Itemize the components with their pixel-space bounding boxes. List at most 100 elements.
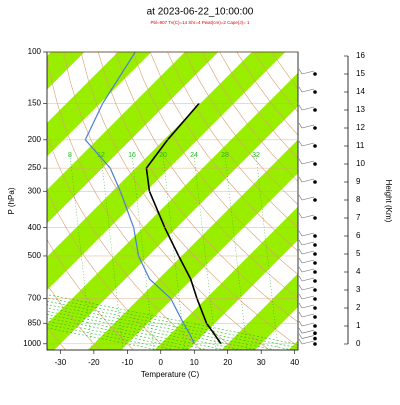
- wind-barb-flag: [299, 213, 302, 218]
- x-tick-label: 20: [223, 358, 232, 367]
- wind-barb: [302, 125, 314, 128]
- wind-barb: [302, 287, 314, 290]
- wind-barb: [302, 278, 314, 281]
- wind-barb-flag: [299, 312, 302, 317]
- y-tick-label: 200: [28, 135, 42, 144]
- y-tick-label: 1000: [23, 339, 41, 348]
- wind-barb: [302, 305, 314, 308]
- wind-barb: [302, 336, 314, 339]
- y-tick-label: 300: [28, 186, 42, 195]
- y2-tick-label: 15: [356, 69, 365, 78]
- wind-barb: [302, 107, 314, 110]
- wind-barb: [302, 314, 314, 317]
- wind-level-dot: [313, 288, 317, 292]
- y-tick-label: 250: [28, 163, 42, 172]
- x-tick-label: 40: [290, 358, 299, 367]
- wind-level-dot: [313, 162, 317, 166]
- x-tick-label: -20: [88, 358, 100, 367]
- wind-barb: [302, 242, 314, 245]
- y2-axis-label: Height (Km): [384, 180, 393, 223]
- wind-level-dot: [313, 144, 317, 148]
- mixing-ratio-label: 20: [159, 152, 167, 159]
- wind-barb: [302, 251, 314, 254]
- wind-barb-flag: [299, 294, 302, 299]
- wind-level-dot: [313, 331, 317, 335]
- wind-level-dot: [313, 297, 317, 301]
- y-tick-label: 400: [28, 223, 42, 232]
- wind-barb-flag: [299, 177, 302, 182]
- wind-barb: [302, 341, 314, 344]
- wind-barb: [302, 269, 314, 272]
- x-axis-label: Temperature (C): [141, 370, 200, 379]
- x-tick-label: 0: [159, 358, 164, 367]
- wind-barb: [302, 161, 314, 164]
- isotherm-band: [288, 52, 400, 350]
- y2-tick-label: 16: [356, 51, 365, 60]
- y2-tick-label: 9: [356, 177, 361, 186]
- wind-barb: [302, 71, 314, 74]
- wind-barb: [302, 89, 314, 92]
- y-axis-label: P (hPa): [7, 187, 16, 214]
- wind-barb-flag: [299, 123, 302, 128]
- wind-level-dot: [313, 108, 317, 112]
- wind-barb-flag: [299, 258, 302, 263]
- wind-barb-flag: [299, 69, 302, 74]
- y2-tick-label: 13: [356, 105, 365, 114]
- mixing-ratio-label: 28: [221, 152, 229, 159]
- isotherm-band: [21, 52, 352, 350]
- chart-subtitle: Pbl=907 Tv(C)=14 Shr=4 Pwat(cm)=2 Cape(J…: [150, 20, 250, 25]
- wind-barb: [302, 296, 314, 299]
- wind-barb-flag: [299, 240, 302, 245]
- mixing-ratio-label: 32: [252, 152, 260, 159]
- wind-barb: [302, 260, 314, 263]
- wind-barb-flag: [299, 303, 302, 308]
- wind-barb-flag: [299, 321, 302, 326]
- wind-level-dot: [313, 216, 317, 220]
- mixing-ratio-label: 8: [68, 152, 72, 159]
- wind-level-dot: [313, 306, 317, 310]
- x-tick-label: -10: [122, 358, 134, 367]
- wind-barb-flag: [299, 141, 302, 146]
- y2-tick-label: 4: [356, 267, 361, 276]
- wind-barb: [302, 179, 314, 182]
- wind-level-dot: [313, 198, 317, 202]
- y2-tick-label: 1: [356, 321, 361, 330]
- wind-level-dot: [313, 261, 317, 265]
- wind-barb-flag: [299, 334, 302, 339]
- wind-level-dot: [313, 279, 317, 283]
- wind-barb: [302, 197, 314, 200]
- y2-tick-label: 5: [356, 249, 361, 258]
- y-tick-label: 850: [28, 318, 42, 327]
- wind-barb: [302, 143, 314, 146]
- y2-tick-label: 11: [356, 141, 365, 150]
- wind-barb-flag: [299, 328, 302, 333]
- mixing-ratio-line: [225, 155, 247, 350]
- wind-barb-flag: [299, 276, 302, 281]
- mixing-ratio-label: 24: [190, 152, 198, 159]
- y2-tick-label: 10: [356, 159, 365, 168]
- wind-barb-flag: [299, 285, 302, 290]
- y2-tick-label: 12: [356, 123, 365, 132]
- chart-title: at 2023-06-22_10:00:00: [147, 7, 254, 18]
- wind-barb-flag: [299, 339, 302, 344]
- wind-level-dot: [313, 126, 317, 130]
- wind-level-dot: [313, 270, 317, 274]
- x-tick-label: -30: [55, 358, 67, 367]
- y2-tick-label: 14: [356, 87, 365, 96]
- wind-barb-flag: [299, 159, 302, 164]
- x-tick-label: 30: [257, 358, 266, 367]
- wind-level-dot: [313, 324, 317, 328]
- wind-barb: [302, 323, 314, 326]
- y-tick-label: 700: [28, 294, 42, 303]
- wind-barb-flag: [299, 267, 302, 272]
- wind-level-dot: [313, 252, 317, 256]
- wind-level-dot: [313, 180, 317, 184]
- wind-barb-flag: [299, 87, 302, 92]
- x-tick-label: 10: [190, 358, 199, 367]
- y2-tick-label: 8: [356, 195, 361, 204]
- wind-level-dot: [313, 90, 317, 94]
- y2-tick-label: 3: [356, 285, 361, 294]
- wind-barb: [302, 330, 314, 333]
